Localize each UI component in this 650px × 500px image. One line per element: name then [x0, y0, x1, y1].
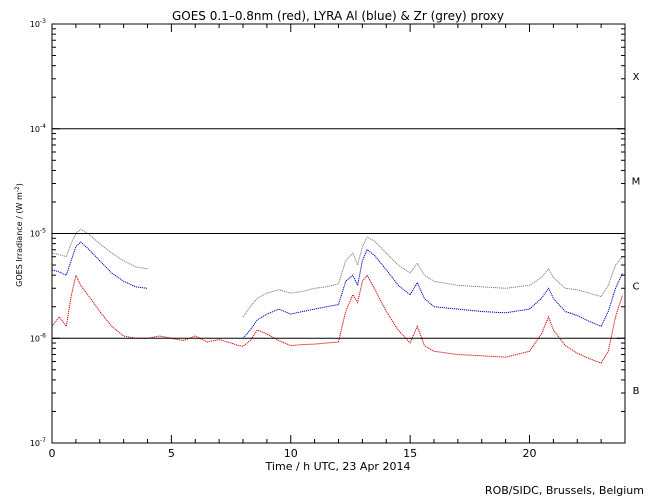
- credit-text: ROB/SIDC, Brussels, Belgium: [485, 484, 644, 497]
- y-axis-label-exponent: -2: [14, 186, 21, 192]
- y-tick-label: 10-3: [30, 18, 46, 29]
- chart-title: GOES 0.1–0.8nm (red), LYRA Al (blue) & Z…: [172, 9, 504, 23]
- series-0-segment-0: [51, 228, 148, 270]
- plot-data: [51, 228, 624, 364]
- axes: 0 5 10 15 20 10-7 10-6 10-5 10-4 10-3: [30, 18, 626, 460]
- x-axis-label: Time / h UTC, 23 Apr 2014: [265, 460, 411, 473]
- series-0-segment-1: [242, 236, 623, 318]
- x-tick-label-15: 15: [403, 447, 417, 460]
- flare-class-X: X: [633, 72, 640, 83]
- threshold-lines: [52, 128, 625, 339]
- y-axis-label-close: ): [15, 183, 24, 186]
- y-tick-label: 10-5: [30, 228, 46, 239]
- x-tick-label-10: 10: [284, 447, 298, 460]
- flare-class-M: M: [632, 177, 641, 188]
- flare-class-labels: B C M X: [632, 72, 641, 397]
- x-tick-label-5: 5: [168, 447, 175, 460]
- y-tick-label: 10-4: [30, 123, 46, 134]
- series-1-segment-0: [51, 241, 148, 289]
- series-2-segment-0: [51, 273, 624, 364]
- flare-class-C: C: [633, 281, 640, 292]
- y-tick-label: 10-6: [30, 332, 46, 343]
- flare-class-B: B: [633, 386, 640, 397]
- y-axis-label-main: GOES Irradiance / (W m: [15, 192, 24, 287]
- series-1-segment-1: [242, 248, 624, 339]
- y-axis-label: GOES Irradiance / (W m-2): [14, 183, 24, 287]
- x-tick-label-20: 20: [523, 447, 537, 460]
- x-tick-label-0: 0: [49, 447, 56, 460]
- y-tick-label: 10-7: [30, 437, 46, 448]
